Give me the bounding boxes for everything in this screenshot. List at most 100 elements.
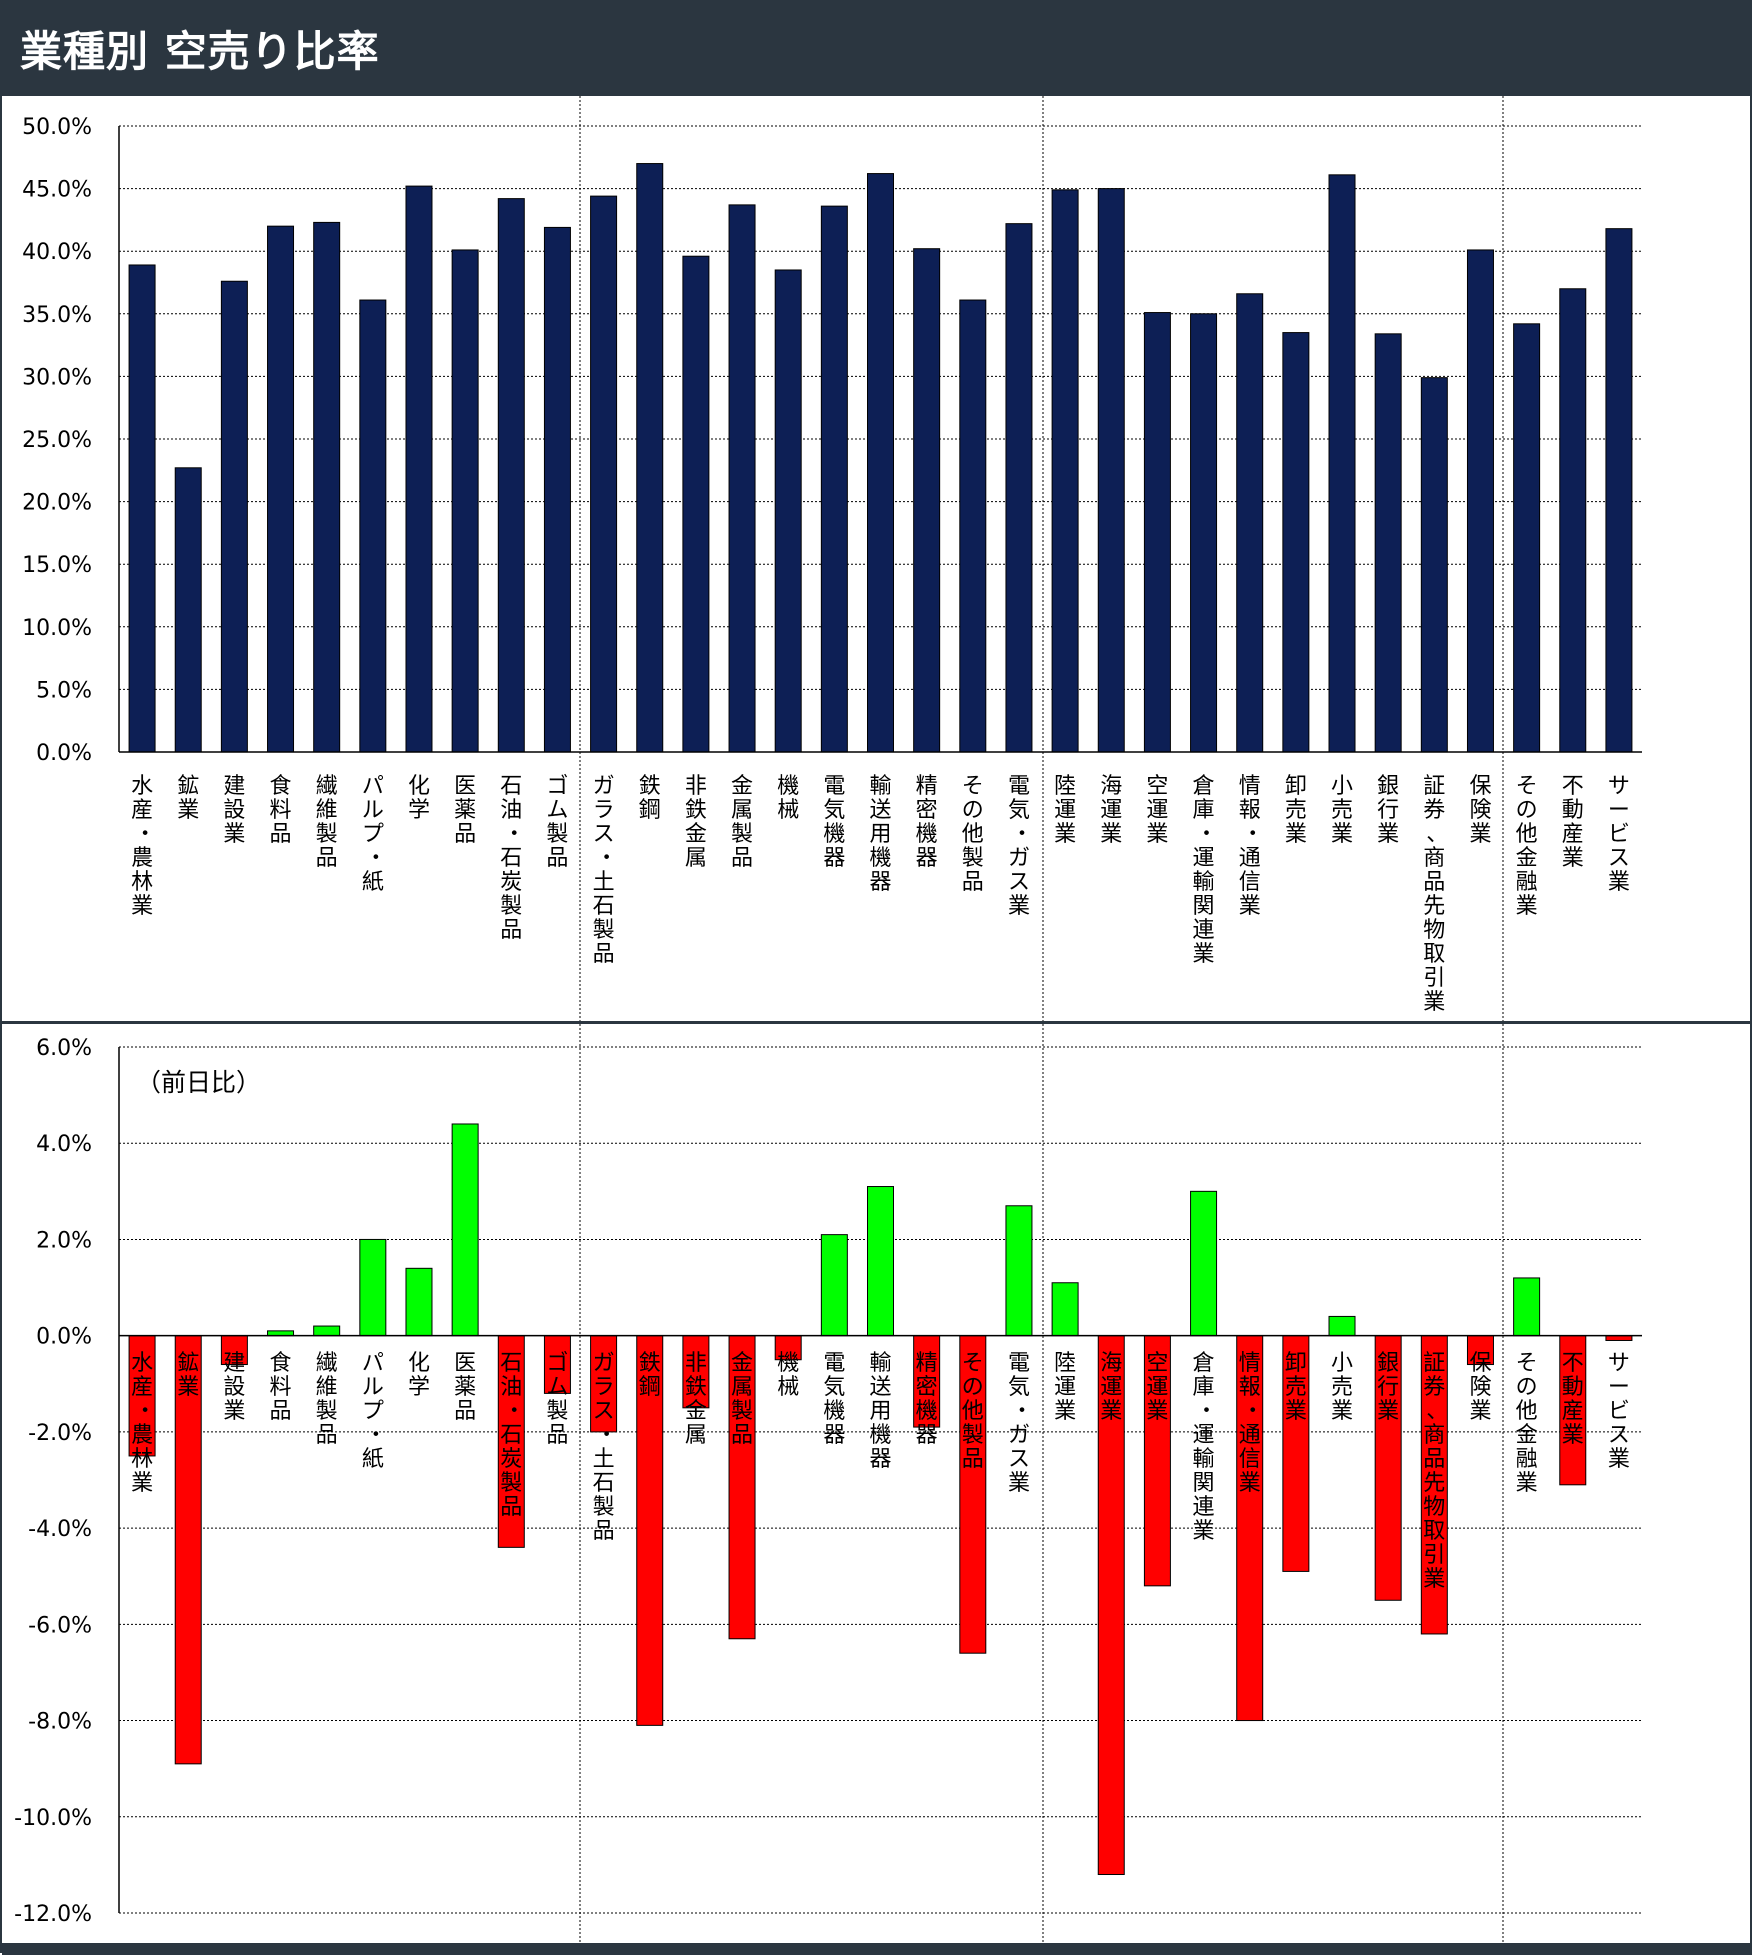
short-ratio-chart: 0.0% 5.0% 10.0% 15.0% 20.0% 25.0% 30.0% 35.0% 40… — [22, 96, 1642, 1021]
category-label: 建設業 — [223, 774, 245, 847]
bar-17 — [867, 1186, 894, 1337]
y-tick-label: 6.0% — [36, 1036, 92, 1061]
bar-8 — [451, 249, 479, 753]
category-label: サービス業 — [1608, 1351, 1630, 1472]
category-label: 海運業 — [1100, 1351, 1122, 1424]
y-tick-label: 4.0% — [36, 1132, 92, 1157]
category-label: ゴム製品 — [546, 1351, 568, 1448]
category-label: 輸送用機器 — [869, 1351, 891, 1472]
y-tick-label: 2.0% — [36, 1228, 92, 1253]
category-label: 化学 — [408, 1351, 430, 1400]
category-label: 保険業 — [1469, 774, 1491, 847]
bar-23 — [1143, 312, 1171, 753]
bar-12 — [636, 1335, 664, 1726]
bar-14 — [728, 204, 756, 753]
bar-31 — [1513, 1277, 1541, 1337]
bar-24 — [1190, 1190, 1218, 1337]
bar-27 — [1328, 1315, 1356, 1337]
bar-10 — [543, 1335, 571, 1394]
bar-31 — [1513, 323, 1541, 753]
y-tick-label: -4.0% — [28, 1517, 92, 1542]
bar-33 — [1605, 228, 1633, 753]
bar-2 — [174, 467, 202, 753]
category-label: ゴム製品 — [546, 774, 568, 871]
bar-14 — [728, 1335, 756, 1640]
bar-30 — [1466, 1335, 1494, 1366]
bar-28 — [1374, 333, 1402, 753]
bar-22 — [1097, 1335, 1125, 1876]
bar-2 — [174, 1335, 202, 1765]
bar-18 — [913, 1335, 941, 1428]
category-label: 建設業 — [223, 1351, 245, 1424]
category-label: 海運業 — [1100, 774, 1122, 847]
bar-19 — [959, 299, 987, 753]
category-label: 鉄鋼 — [639, 774, 661, 823]
category-label: 石油・石炭製品 — [500, 774, 525, 943]
category-label: 銀行業 — [1377, 774, 1399, 847]
y-tick-label: 10.0% — [22, 616, 92, 641]
y-tick-label: -12.0% — [14, 1902, 92, 1927]
category-label: 電気・ガス業 — [1008, 1351, 1033, 1496]
bar-21 — [1051, 1282, 1079, 1337]
category-label: 陸運業 — [1054, 774, 1076, 847]
category-label: 卸売業 — [1285, 1351, 1307, 1424]
bar-1 — [128, 264, 156, 753]
bar-9 — [497, 198, 525, 753]
category-label: 繊維製品 — [316, 774, 338, 871]
bar-3 — [220, 280, 248, 753]
chart-divider — [2, 1021, 1752, 1024]
y-tick-label: -10.0% — [14, 1806, 92, 1831]
category-label: 繊維製品 — [316, 1351, 338, 1448]
category-label: 医薬品 — [454, 1351, 476, 1424]
category-label: ガラス・土石製品 — [593, 774, 618, 967]
bar-20 — [1005, 223, 1033, 753]
y-tick-label: 0.0% — [36, 1325, 92, 1350]
y-tick-label: 45.0% — [22, 178, 92, 203]
y-tick-label: -2.0% — [28, 1421, 92, 1446]
y-tick-label: 35.0% — [22, 303, 92, 328]
category-label: その他製品 — [962, 774, 984, 895]
y-tick-label: -8.0% — [28, 1710, 92, 1735]
title-bar: 業種別 空売り比率 — [2, 2, 1752, 96]
category-label: 非鉄金属 — [685, 774, 707, 871]
category-label: 電気・ガス業 — [1008, 774, 1033, 919]
category-label: 精密機器 — [916, 774, 938, 871]
category-label: 食料品 — [270, 774, 292, 847]
y-tick-label: 30.0% — [22, 365, 92, 390]
y-tick-label: 25.0% — [22, 428, 92, 453]
bar-7 — [405, 185, 433, 753]
category-label: 不動産業 — [1562, 774, 1584, 871]
category-label: 倉庫・運輸関連業 — [1193, 1351, 1218, 1544]
bar-30 — [1466, 249, 1494, 753]
bar-21 — [1051, 189, 1079, 753]
category-label: 鉄鋼 — [639, 1351, 661, 1400]
category-label: 非鉄金属 — [685, 1351, 707, 1448]
category-label: 輸送用機器 — [869, 774, 891, 895]
bar-11 — [590, 1335, 618, 1433]
category-label: 石油・石炭製品 — [500, 1351, 525, 1520]
category-label: 金属製品 — [731, 774, 753, 871]
category-label: その他金融業 — [1516, 774, 1538, 919]
bar-32 — [1559, 1335, 1587, 1486]
chart-annotation: （前日比） — [136, 1068, 261, 1097]
category-label: 空運業 — [1146, 1351, 1168, 1424]
footer-bar — [2, 1943, 1752, 1955]
category-label: 不動産業 — [1562, 1351, 1584, 1448]
y-tick-label: 40.0% — [22, 240, 92, 265]
bar-24 — [1190, 313, 1218, 753]
y-tick-label: 50.0% — [22, 115, 92, 140]
bar-26 — [1282, 1335, 1310, 1572]
category-label: 倉庫・運輸関連業 — [1193, 774, 1218, 967]
bar-29 — [1420, 1335, 1448, 1635]
category-label: 空運業 — [1146, 774, 1168, 847]
bar-10 — [543, 226, 571, 753]
bar-17 — [867, 173, 894, 753]
bar-16 — [820, 1234, 848, 1337]
bar-32 — [1559, 288, 1587, 753]
bar-11 — [590, 195, 618, 753]
bar-15 — [774, 1335, 802, 1361]
category-label: 証券、商品先物取引業 — [1423, 774, 1448, 1015]
category-label: 水産・農林業 — [131, 1351, 156, 1496]
category-label: 小売業 — [1331, 1351, 1353, 1424]
